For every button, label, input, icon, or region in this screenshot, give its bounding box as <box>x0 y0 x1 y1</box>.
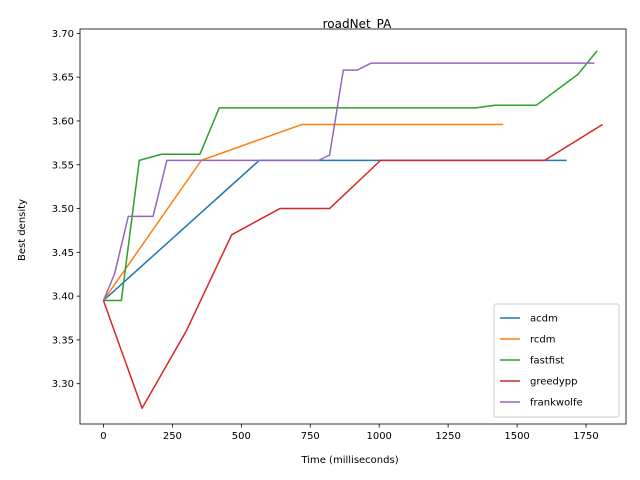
x-tick-label: 1000 <box>366 431 391 442</box>
series-line-frankwolfe <box>102 62 595 301</box>
x-tick-label: 0 <box>100 431 106 442</box>
legend-label-greedypp: greedypp <box>530 377 578 388</box>
legend: acdm rcdm fastfist greedypp frankwolfe <box>493 303 620 418</box>
x-tick-label: 1750 <box>573 431 598 442</box>
y-tick-label: 3.55 <box>52 160 74 171</box>
x-tick-label: 750 <box>301 431 320 442</box>
series-line-greedypp <box>102 123 603 409</box>
y-tick-label: 3.50 <box>52 204 74 215</box>
legend-box <box>493 303 620 418</box>
x-tick-label: 1500 <box>504 431 529 442</box>
axes-layer: 0 250 500 750 1000 1250 1500 1750 3.30 3.35 3.40 3.… <box>52 28 627 442</box>
axes-frame <box>79 28 627 425</box>
series-line-fastfist <box>103 50 598 302</box>
x-tick-label: 250 <box>163 431 182 442</box>
y-tick-label: 3.45 <box>52 248 74 259</box>
series-layer <box>102 50 603 409</box>
series-line-rcdm <box>102 123 504 301</box>
x-axis-title: Time (milliseconds) <box>300 455 398 466</box>
y-tick-label: 3.35 <box>52 335 74 346</box>
y-tick-label: 3.70 <box>52 29 74 40</box>
legend-label-rcdm: rcdm <box>530 335 555 346</box>
y-tick-label: 3.60 <box>52 116 74 127</box>
legend-label-frankwolfe: frankwolfe <box>530 398 583 409</box>
legend-label-acdm: acdm <box>530 314 558 325</box>
chart-title: roadNet_PA <box>323 17 393 31</box>
y-axis-title: Best density <box>17 199 28 261</box>
y-tick-label: 3.40 <box>52 292 74 303</box>
y-tick-label: 3.30 <box>52 379 74 390</box>
x-tick-label: 500 <box>232 431 251 442</box>
legend-label-fastfist: fastfist <box>530 356 564 367</box>
x-tick-label: 1250 <box>435 431 460 442</box>
y-tick-label: 3.65 <box>52 73 74 84</box>
